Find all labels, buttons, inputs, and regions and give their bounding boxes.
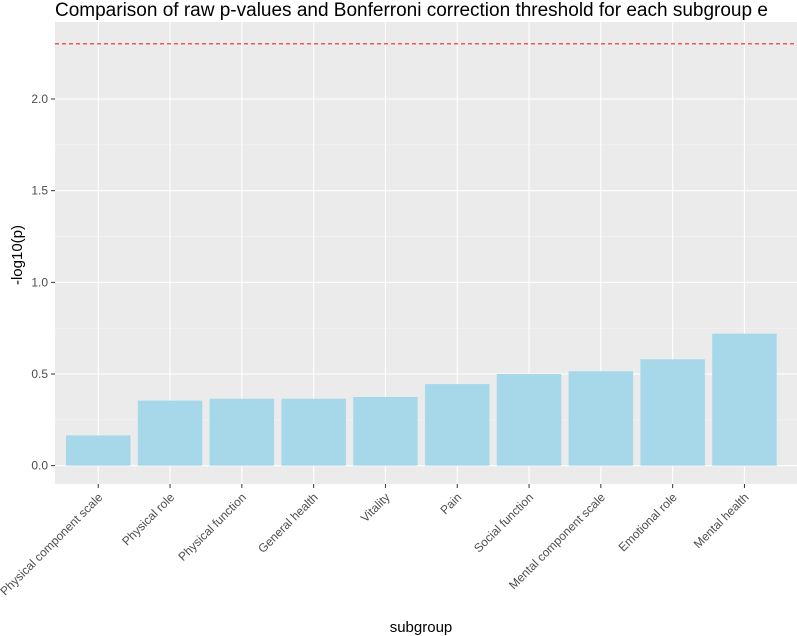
bar xyxy=(425,384,490,466)
x-axis-title: subgroup xyxy=(390,619,453,636)
x-tick-label: Physical role xyxy=(119,490,177,548)
y-tick-label: 0.5 xyxy=(31,367,48,381)
x-tick-label: Physical component scale xyxy=(0,490,106,598)
x-tick-label: Mental health xyxy=(691,490,752,551)
bar xyxy=(209,398,275,466)
bar-layer xyxy=(66,333,777,466)
y-tick-label: 1.0 xyxy=(31,275,48,289)
y-tick-label: 1.5 xyxy=(31,184,48,198)
bar xyxy=(281,398,346,466)
y-axis: 0.0 0.5 1.0 1.5 2.0 xyxy=(31,92,55,473)
bar xyxy=(137,400,203,466)
bar xyxy=(712,333,777,466)
y-tick-label: 0.0 xyxy=(31,459,48,473)
bar xyxy=(568,371,634,466)
y-axis-title: -log10(p) xyxy=(9,225,26,285)
y-tick-label: 2.0 xyxy=(31,92,48,106)
bar xyxy=(640,359,705,466)
x-tick-label: Social function xyxy=(471,490,536,555)
x-tick-label: Vitality xyxy=(358,490,393,525)
x-tick-label: Emotional role xyxy=(616,490,680,554)
bar xyxy=(66,435,131,466)
bar xyxy=(496,374,562,466)
x-tick-label: Pain xyxy=(437,490,464,517)
x-tick-label: Physical function xyxy=(175,490,249,564)
bar xyxy=(353,396,418,466)
x-axis: Physical component scale Physical rolePhy… xyxy=(0,484,752,598)
x-tick-label: General health xyxy=(255,490,321,556)
chart-title: Comparison of raw p-values and Bonferron… xyxy=(55,0,768,21)
